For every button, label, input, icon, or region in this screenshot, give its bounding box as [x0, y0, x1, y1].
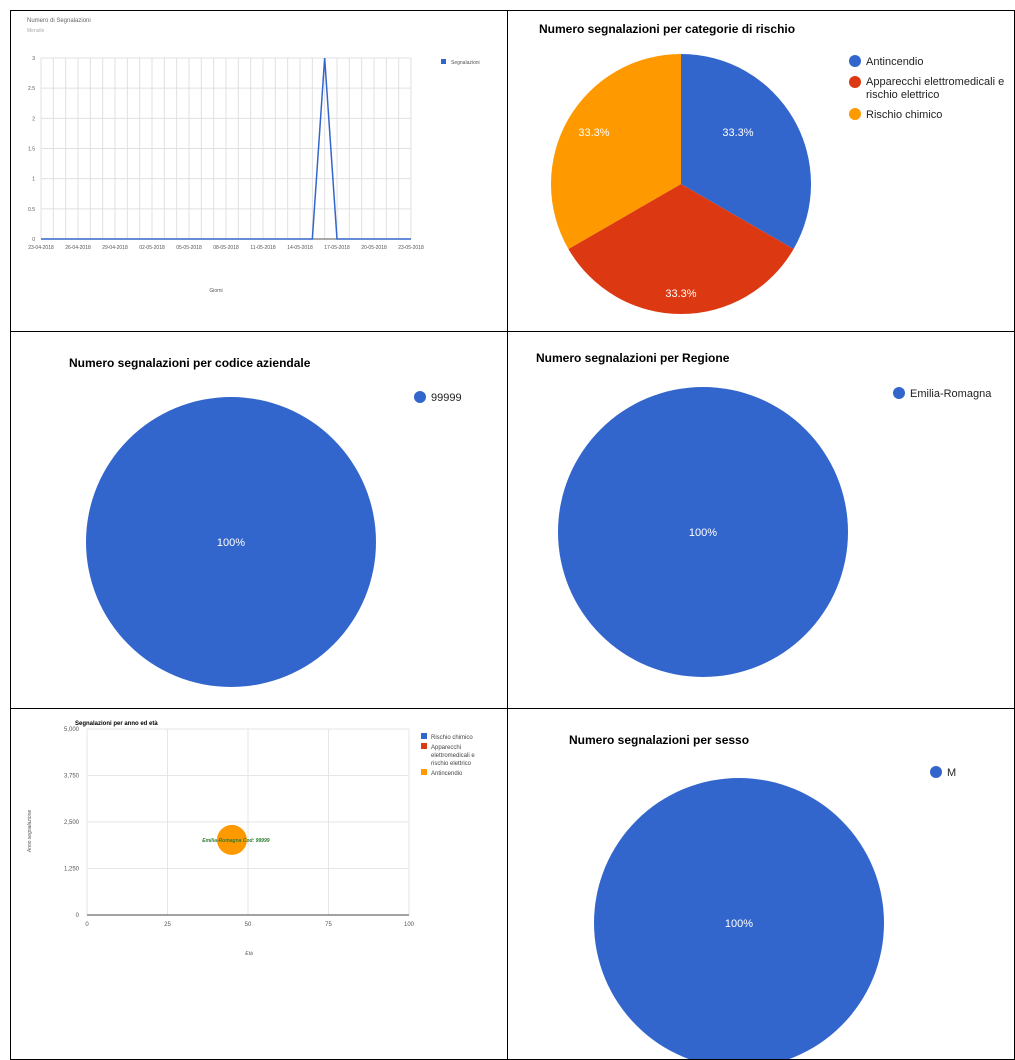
- legend-label-rischio-chimico: Rischio chimico: [431, 735, 473, 741]
- series-line-segnalazioni: [41, 57, 411, 240]
- pie-label-rischio-chimico: 33.3%: [578, 127, 609, 139]
- pie-aziendale-panel: Numero segnalazioni per codice aziendale…: [10, 331, 508, 709]
- y-tick-label: 0.5: [28, 207, 35, 213]
- y-tick-label: 0: [32, 237, 35, 243]
- y-tick-label: 1,250: [64, 867, 80, 873]
- x-tick-label: 100: [404, 922, 415, 928]
- x-tick-label: 23-04-2018: [28, 245, 54, 251]
- pie-sesso-title: Numero segnalazioni per sesso: [569, 733, 749, 747]
- y-tick-label: 1.5: [28, 147, 35, 153]
- x-tick-label: 08-05-2018: [213, 245, 239, 251]
- bubble-chart: Segnalazioni per anno ed età 0 1,250 2,500…: [27, 721, 475, 957]
- pie-regione-chart: Numero segnalazioni per Regione 100% Emi…: [536, 351, 992, 677]
- pie-rischio-title: Numero segnalazioni per categorie di ris…: [539, 22, 795, 36]
- y-tick-label: 2.5: [28, 86, 35, 92]
- pie-aziendale-chart: Numero segnalazioni per codice aziendale…: [69, 356, 462, 687]
- legend-label-m: M: [947, 767, 956, 779]
- bubble-chart-panel: Segnalazioni per anno ed età 0 1,250 2,500…: [10, 708, 508, 1060]
- legend-label-apparecchi-cont: rischio elettrico: [866, 89, 939, 101]
- legend-label-apparecchi-cont-2: rischio elettrico: [431, 761, 472, 767]
- x-tick-label: 17-05-2018: [324, 245, 350, 251]
- legend-label-antincendio: Antincendio: [866, 56, 924, 68]
- y-tick-label: 0: [76, 913, 80, 919]
- bubble-label: Emilia-Romagna Cod: 99999: [202, 838, 269, 844]
- legend-swatch-99999: [414, 391, 426, 403]
- y-tick-label: 2,500: [64, 820, 80, 826]
- pie-label-99999: 100%: [217, 537, 245, 549]
- pie-slice-rischio-chimico: [550, 54, 681, 249]
- pie-slice-antincendio: [681, 54, 812, 249]
- legend-label-apparecchi-cont-1: elettromedicali e: [431, 753, 475, 759]
- legend-swatch-emilia-romagna: [893, 387, 905, 399]
- line-chart-subtitle: Mensile: [27, 28, 44, 34]
- legend-label-emilia-romagna: Emilia-Romagna: [910, 388, 992, 400]
- line-chart-xlabel: Giorni: [209, 288, 222, 294]
- bubble-chart-title: Segnalazioni per anno ed età: [75, 721, 158, 727]
- x-tick-label: 05-05-2018: [176, 245, 202, 251]
- legend-swatch-antincendio: [849, 55, 861, 67]
- legend-swatch-segnalazioni: [441, 59, 446, 64]
- x-tick-label: 11-05-2018: [250, 245, 275, 251]
- line-chart-title: Numero di Segnalazioni: [27, 18, 91, 24]
- x-tick-label: 14-05-2018: [287, 245, 313, 251]
- pie-slice-m: [594, 778, 884, 1059]
- x-tick-label: 20-05-2018: [361, 245, 387, 251]
- legend-label-apparecchi: Apparecchi elettromedicali e: [866, 76, 1004, 88]
- x-tick-label: 75: [325, 922, 332, 928]
- pie-label-m: 100%: [725, 918, 753, 930]
- pie-label-apparecchi: 33.3%: [665, 288, 696, 300]
- dashboard-grid: Numero di Segnalazioni Mensile 0 0.5 1 1.5 2…: [10, 10, 1015, 1060]
- x-tick-label: 23-05-2018: [398, 245, 424, 251]
- pie-regione-title: Numero segnalazioni per Regione: [536, 351, 730, 365]
- pie-sesso-chart: Numero segnalazioni per sesso 100% M: [569, 733, 956, 1059]
- pie-aziendale-title: Numero segnalazioni per codice aziendale: [69, 356, 311, 370]
- pie-rischio-panel: Numero segnalazioni per categorie di ris…: [507, 10, 1015, 332]
- pie-label-emilia-romagna: 100%: [689, 527, 717, 539]
- pie-slice-99999: [86, 397, 376, 687]
- legend-swatch-apparecchi: [421, 743, 427, 749]
- legend-swatch-apparecchi: [849, 76, 861, 88]
- pie-regione-panel: Numero segnalazioni per Regione 100% Emi…: [507, 331, 1015, 709]
- x-tick-label: 29-04-2018: [102, 245, 128, 251]
- legend-label-apparecchi: Apparecchi: [431, 745, 461, 751]
- legend-swatch-rischio-chimico: [849, 108, 861, 120]
- legend-label-rischio-chimico: Rischio chimico: [866, 109, 942, 121]
- pie-label-antincendio: 33.3%: [722, 127, 753, 139]
- pie-slice-emilia-romagna: [558, 387, 848, 677]
- x-tick-label: 02-05-2018: [139, 245, 165, 251]
- x-tick-label: 26-04-2018: [65, 245, 91, 251]
- x-tick-label: 0: [85, 922, 89, 928]
- y-tick-label: 2: [32, 116, 35, 122]
- x-tick-label: 50: [245, 922, 252, 928]
- line-chart: Numero di Segnalazioni Mensile 0 0.5 1 1.5 2…: [27, 18, 480, 294]
- y-tick-label: 3,750: [64, 774, 80, 780]
- y-tick-label: 5,000: [64, 727, 80, 733]
- y-tick-label: 3: [32, 56, 35, 62]
- line-chart-panel: Numero di Segnalazioni Mensile 0 0.5 1 1.5 2…: [10, 10, 508, 332]
- legend-label-antincendio: Antincendio: [431, 771, 463, 777]
- x-tick-label: 25: [164, 922, 171, 928]
- y-tick-label: 1: [32, 177, 35, 183]
- bubble-chart-ylabel: Anno segnalazione: [27, 810, 33, 854]
- legend-swatch-rischio-chimico: [421, 733, 427, 739]
- legend-label-99999: 99999: [431, 392, 462, 404]
- bubble-chart-xlabel: Età: [245, 951, 253, 957]
- pie-sesso-panel: Numero segnalazioni per sesso 100% M: [507, 708, 1015, 1060]
- bubble-point: [216, 824, 247, 855]
- legend-swatch-antincendio: [421, 769, 427, 775]
- legend-swatch-m: [930, 766, 942, 778]
- legend-label-segnalazioni: Segnalazioni: [451, 60, 480, 66]
- pie-rischio-chart: Numero segnalazioni per categorie di ris…: [539, 22, 1004, 315]
- pie-slice-apparecchi: [568, 184, 794, 315]
